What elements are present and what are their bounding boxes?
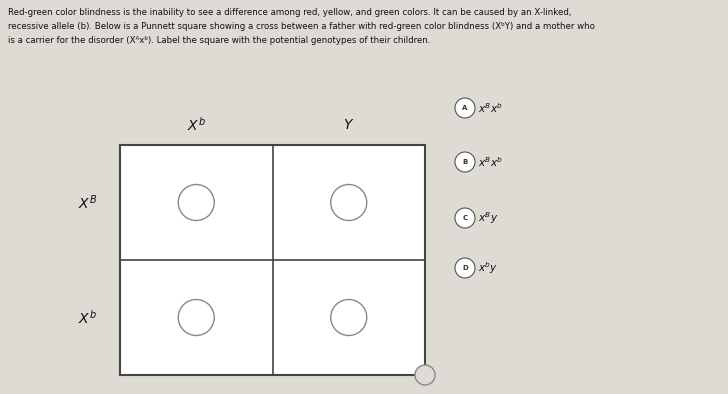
Text: C: C [462,215,467,221]
Ellipse shape [331,299,367,336]
Ellipse shape [178,184,214,221]
Ellipse shape [455,98,475,118]
Text: is a carrier for the disorder (Xᴬxᵇ). Label the square with the potential genoty: is a carrier for the disorder (Xᴬxᵇ). La… [8,36,430,45]
Text: A: A [462,105,467,111]
Ellipse shape [415,365,435,385]
Ellipse shape [455,208,475,228]
Text: $Y$: $Y$ [343,118,355,132]
Text: D: D [462,265,468,271]
Text: $x^{B}x^{b}$: $x^{B}x^{b}$ [478,155,503,169]
Text: $x^{B}x^{b}$: $x^{B}x^{b}$ [478,101,503,115]
Text: B: B [462,159,467,165]
Bar [120,145,425,375]
Text: $X^b$: $X^b$ [187,116,205,134]
Ellipse shape [331,184,367,221]
Text: $x^{b}y$: $x^{b}y$ [478,260,498,276]
Text: $x^{B}y$: $x^{B}y$ [478,210,499,226]
Text: $X^B$: $X^B$ [78,193,97,212]
Text: $X^b$: $X^b$ [78,309,97,327]
Text: Red-green color blindness is the inability to see a difference among red, yellow: Red-green color blindness is the inabili… [8,8,571,17]
Ellipse shape [455,152,475,172]
Text: recessive allele (b). Below is a Punnett square showing a cross between a father: recessive allele (b). Below is a Punnett… [8,22,595,31]
Ellipse shape [178,299,214,336]
Ellipse shape [455,258,475,278]
